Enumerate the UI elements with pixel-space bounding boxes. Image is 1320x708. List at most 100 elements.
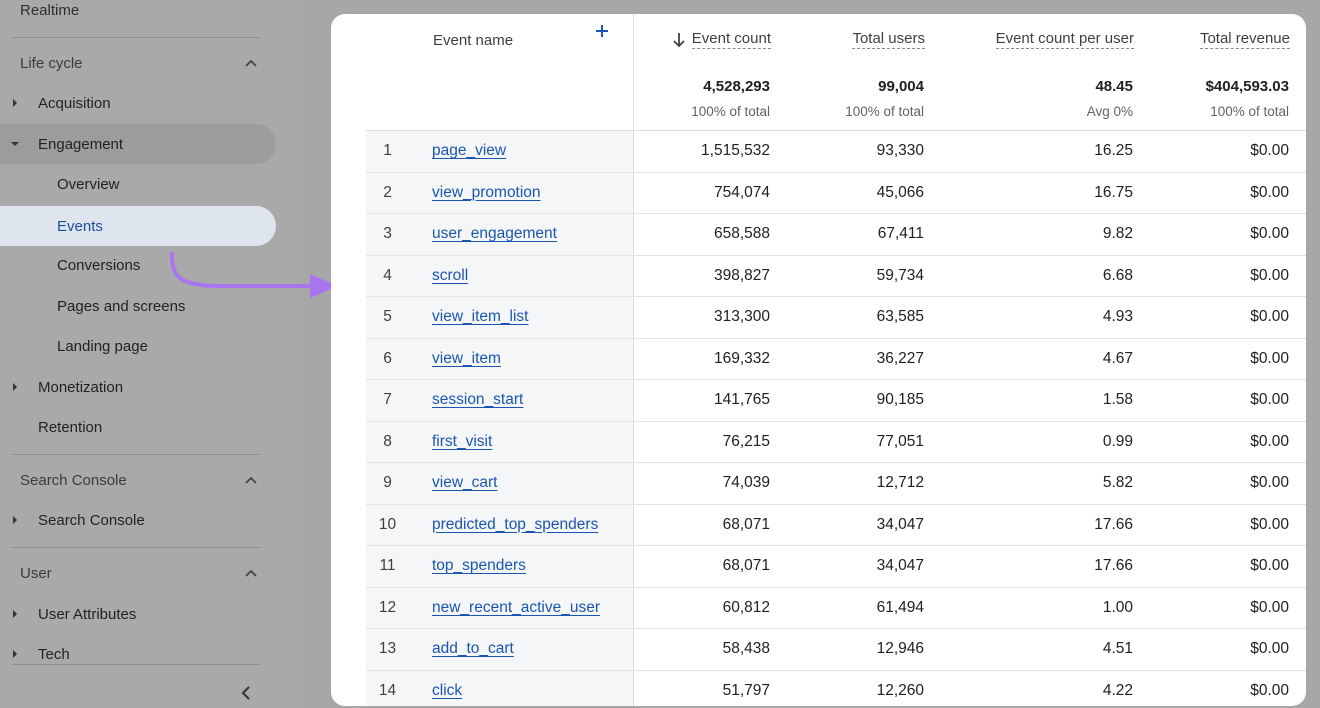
sidebar-item-acquisition[interactable]: Acquisition — [0, 83, 276, 123]
sidebar: Realtime Life cycle Acquisition Engageme… — [0, 0, 300, 708]
event-count-per-user-cell: 6.68 — [1102, 266, 1133, 284]
total-event-count: 4,528,293 — [703, 78, 770, 95]
sidebar-item-realtime[interactable]: Realtime — [20, 2, 80, 19]
table-row[interactable]: 9 view_cart 74,039 12,712 5.82 $0.00 — [366, 463, 1306, 505]
sidebar-item-user-attributes[interactable]: User Attributes — [0, 594, 276, 634]
sidebar-item-events[interactable]: Events — [0, 206, 276, 246]
table-row[interactable]: 10 predicted_top_spenders 68,071 34,047 17.6… — [366, 504, 1306, 546]
sidebar-item-monetization[interactable]: Monetization — [0, 367, 276, 407]
total-revenue-cell: $0.00 — [1250, 598, 1289, 616]
sidebar-item-label: Engagement — [38, 135, 124, 153]
event-count-cell: 74,039 — [722, 474, 770, 491]
event-name-link[interactable]: click — [432, 681, 463, 699]
row-index: 10 — [378, 515, 397, 533]
event-count-per-user-cell: 1.00 — [1102, 598, 1133, 616]
event-name-link[interactable]: top_spenders — [432, 557, 526, 574]
total-users-cell: 59,734 — [876, 266, 924, 284]
sidebar-item-label: Events — [57, 217, 103, 235]
event-count-cell: 58,438 — [722, 640, 770, 657]
event-name-link[interactable]: first_visit — [432, 432, 493, 450]
sidebar-item-retention[interactable]: Retention — [0, 407, 276, 447]
total-users-cell: 90,185 — [876, 391, 924, 408]
column-header-event-count-per-user[interactable]: Event count per user — [995, 30, 1134, 49]
event-count-per-user-cell: 16.25 — [1094, 142, 1133, 159]
total-revenue: $404,593.03 — [1205, 78, 1289, 95]
column-header-event-count[interactable]: Event count — [672, 30, 771, 49]
sidebar-item-label: Overview — [57, 175, 120, 193]
event-count-cell: 754,074 — [713, 183, 770, 201]
table-row[interactable]: 8 first_visit 76,215 77,051 0.99 $0.00 — [366, 421, 1306, 463]
arrow-down-icon[interactable] — [672, 32, 686, 48]
section-user[interactable]: User — [20, 565, 52, 582]
sidebar-item-label: Pages and screens — [57, 297, 186, 315]
sidebar-item-label: Tech — [38, 645, 70, 663]
row-name-cell — [366, 380, 633, 421]
caret-right-icon — [13, 516, 17, 524]
table-row[interactable]: 6 view_item 169,332 36,227 4.67 $0.00 — [366, 338, 1306, 380]
event-name-link[interactable]: view_cart — [432, 474, 498, 491]
sidebar-item-overview[interactable]: Overview — [0, 164, 276, 204]
total-event-count-per-user-sub: Avg 0% — [1086, 104, 1133, 119]
column-header-event-name[interactable]: Event name — [433, 32, 514, 49]
row-index: 2 — [383, 183, 392, 201]
event-name-link[interactable]: view_promotion — [432, 183, 541, 201]
table-row[interactable]: 4 scroll 398,827 59,734 6.68 $0.00 — [366, 255, 1306, 297]
total-users-sub: 100% of total — [845, 104, 924, 119]
event-count-per-user-cell: 4.22 — [1102, 681, 1133, 699]
section-life-cycle[interactable]: Life cycle — [20, 55, 83, 72]
event-name-link[interactable]: view_item_list — [432, 308, 529, 325]
event-name-link[interactable]: page_view — [432, 142, 507, 159]
total-users: 99,004 — [878, 78, 924, 95]
column-header-total-users[interactable]: Total users — [852, 30, 925, 49]
chevron-up-icon[interactable] — [243, 472, 259, 488]
event-name-link[interactable]: predicted_top_spenders — [432, 515, 599, 533]
total-users-cell: 93,330 — [876, 142, 924, 159]
sidebar-item-search-console[interactable]: Search Console — [0, 500, 276, 540]
sidebar-item-label: User Attributes — [38, 605, 137, 623]
total-revenue-cell: $0.00 — [1250, 266, 1289, 284]
table-row[interactable]: 14 click 51,797 12,260 4.22 $0.00 — [366, 670, 1306, 706]
chevron-up-icon[interactable] — [243, 565, 259, 581]
row-index: 7 — [383, 391, 392, 408]
table-row[interactable]: 1 page_view 1,515,532 93,330 16.25 $0.00 — [366, 131, 1306, 173]
plus-icon[interactable] — [594, 23, 610, 39]
row-index: 4 — [383, 266, 392, 284]
event-name-link[interactable]: new_recent_active_user — [432, 598, 601, 616]
row-name-cell — [366, 255, 633, 296]
table-row[interactable]: 11 top_spenders 68,071 34,047 17.66 $0.00 — [366, 546, 1306, 588]
caret-right-icon — [13, 383, 17, 391]
row-name-cell — [366, 587, 633, 628]
event-count-cell: 658,588 — [713, 225, 770, 242]
section-search-console[interactable]: Search Console — [20, 472, 127, 489]
sidebar-item-pages-and-screens[interactable]: Pages and screens — [0, 286, 276, 326]
event-name-link[interactable]: scroll — [432, 266, 469, 284]
row-name-cell — [366, 338, 633, 379]
event-count-per-user-cell: 17.66 — [1094, 515, 1133, 533]
event-name-link[interactable]: view_item — [432, 349, 501, 367]
sidebar-item-landing-page[interactable]: Landing page — [0, 326, 276, 366]
event-name-link[interactable]: add_to_cart — [432, 640, 514, 657]
row-name-cell — [366, 546, 633, 587]
event-name-link[interactable]: user_engagement — [432, 225, 557, 242]
chevron-left-icon[interactable] — [238, 684, 254, 702]
event-count-cell: 68,071 — [722, 557, 770, 574]
sidebar-item-conversions[interactable]: Conversions — [0, 245, 276, 285]
table-row[interactable]: 3 user_engagement 658,588 67,411 9.82 $0.00 — [366, 214, 1306, 256]
table-row[interactable]: 13 add_to_cart 58,438 12,946 4.51 $0.00 — [366, 629, 1306, 671]
event-name-link[interactable]: session_start — [432, 391, 524, 408]
row-name-cell — [366, 421, 633, 462]
divider — [12, 454, 260, 455]
column-header-label: Event count — [691, 30, 771, 49]
sidebar-item-tech[interactable]: Tech — [0, 634, 276, 674]
event-count-per-user-cell: 16.75 — [1094, 183, 1133, 201]
table-row[interactable]: 5 view_item_list 313,300 63,585 4.93 $0.00 — [366, 297, 1306, 339]
table-row[interactable]: 12 new_recent_active_user 60,812 61,494 1.00… — [366, 587, 1306, 629]
chevron-up-icon[interactable] — [243, 55, 259, 71]
annotation-arrow-icon — [170, 252, 338, 298]
table-row[interactable]: 2 view_promotion 754,074 45,066 16.75 $0.00 — [366, 172, 1306, 214]
caret-down-icon — [11, 142, 19, 146]
sidebar-item-engagement[interactable]: Engagement — [0, 124, 276, 164]
sidebar-item-label: Acquisition — [38, 94, 111, 112]
table-row[interactable]: 7 session_start 141,765 90,185 1.58 $0.00 — [366, 380, 1306, 422]
column-header-total-revenue[interactable]: Total revenue — [1199, 30, 1290, 49]
